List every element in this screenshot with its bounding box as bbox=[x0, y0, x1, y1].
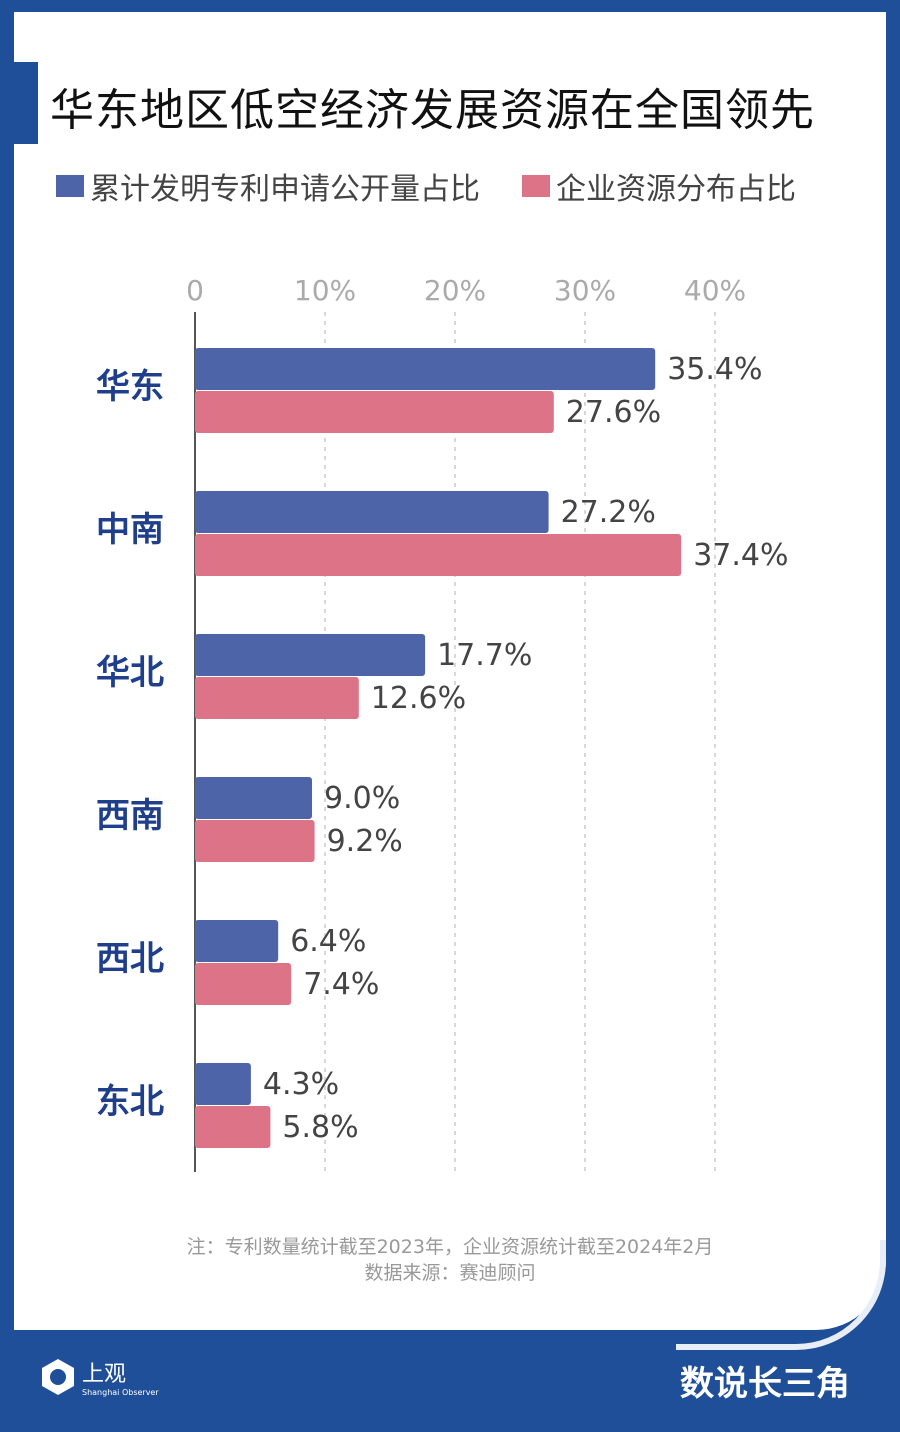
category-label: 西南 bbox=[96, 796, 164, 836]
logo-icon bbox=[42, 1358, 74, 1395]
shanghai-observer-logo: 上观 Shanghai Observer bbox=[38, 1356, 159, 1397]
bar bbox=[195, 634, 426, 676]
x-tick-label: 30% bbox=[554, 274, 616, 307]
data-label: 6.4% bbox=[290, 924, 366, 959]
category-label: 东北 bbox=[96, 1082, 164, 1122]
bar bbox=[195, 391, 554, 433]
data-label: 27.6% bbox=[566, 395, 661, 430]
x-tick-label: 20% bbox=[424, 274, 486, 307]
x-tick-label: 0 bbox=[186, 274, 204, 307]
bar bbox=[195, 920, 279, 962]
data-label: 7.4% bbox=[303, 967, 379, 1002]
bar bbox=[195, 1063, 251, 1105]
data-label: 17.7% bbox=[437, 638, 532, 673]
x-tick-label: 10% bbox=[294, 274, 356, 307]
bar-chart: 0 10% 20% 30% 40% 华东 35.4%27.6% 中南 27.2% 37.4% 华北 1… bbox=[96, 274, 789, 1172]
bar bbox=[195, 777, 312, 819]
source: 数据来源：赛迪顾问 bbox=[364, 1262, 536, 1284]
legend-label: 累计发明专利申请公开量占比 bbox=[90, 172, 480, 207]
bar bbox=[195, 820, 315, 862]
chart-title: 华东地区低空经济发展资源在全国领先 bbox=[50, 85, 815, 136]
data-label: 9.2% bbox=[327, 824, 403, 859]
legend-item-enterprises: 企业资源分布占比 bbox=[522, 164, 796, 208]
data-label: 37.4% bbox=[693, 538, 788, 573]
decorative-arc bbox=[676, 1240, 886, 1350]
bar bbox=[195, 534, 682, 576]
bar bbox=[195, 963, 292, 1005]
category-label: 华北 bbox=[96, 653, 164, 693]
card bbox=[14, 12, 886, 1330]
logo-en: Shanghai Observer bbox=[82, 1388, 159, 1397]
data-label: 35.4% bbox=[667, 352, 762, 387]
bar bbox=[195, 491, 549, 533]
title-accent bbox=[14, 62, 38, 144]
legend-label: 企业资源分布占比 bbox=[556, 172, 796, 207]
category-label: 中南 bbox=[96, 510, 164, 550]
data-label: 9.0% bbox=[324, 781, 400, 816]
data-label: 4.3% bbox=[263, 1067, 339, 1102]
bar bbox=[195, 1106, 271, 1148]
brand: 数说长三角 bbox=[680, 1364, 850, 1404]
category-label: 西北 bbox=[96, 939, 164, 979]
bar bbox=[195, 348, 656, 390]
x-tick-label: 40% bbox=[684, 274, 746, 307]
legend-item-patents: 累计发明专利申请公开量占比 bbox=[56, 164, 480, 208]
logo-cn: 上观 bbox=[82, 1362, 127, 1387]
bar bbox=[195, 677, 359, 719]
footnote: 注：专利数量统计截至2023年，企业资源统计截至2024年2月 bbox=[186, 1236, 714, 1258]
data-label: 5.8% bbox=[282, 1110, 358, 1145]
data-label: 12.6% bbox=[371, 681, 466, 716]
data-label: 27.2% bbox=[561, 495, 656, 530]
category-label: 华东 bbox=[96, 367, 164, 407]
